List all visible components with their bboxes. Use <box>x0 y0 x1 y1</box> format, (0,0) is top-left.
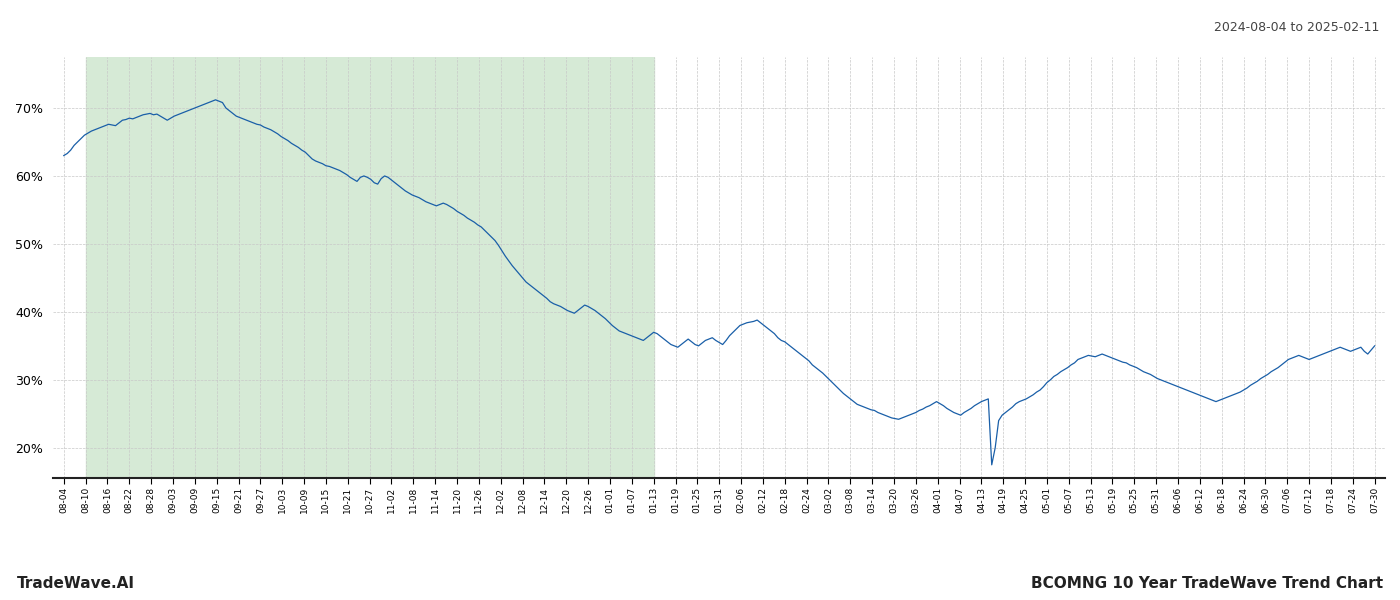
Text: BCOMNG 10 Year TradeWave Trend Chart: BCOMNG 10 Year TradeWave Trend Chart <box>1030 576 1383 591</box>
Text: TradeWave.AI: TradeWave.AI <box>17 576 134 591</box>
Text: 2024-08-04 to 2025-02-11: 2024-08-04 to 2025-02-11 <box>1214 21 1379 34</box>
Bar <box>85 57 654 478</box>
